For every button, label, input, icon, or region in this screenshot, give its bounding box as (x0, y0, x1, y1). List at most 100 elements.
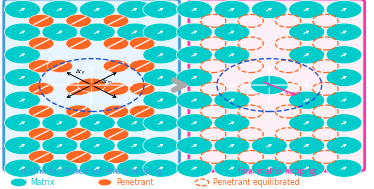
Circle shape (4, 91, 40, 109)
Circle shape (42, 159, 78, 177)
Circle shape (4, 68, 40, 87)
Circle shape (117, 0, 153, 19)
Circle shape (103, 150, 129, 163)
Circle shape (4, 114, 40, 132)
Circle shape (143, 0, 179, 19)
Circle shape (143, 23, 179, 41)
Circle shape (177, 0, 212, 19)
Circle shape (79, 114, 115, 132)
Circle shape (214, 159, 250, 177)
Circle shape (326, 0, 362, 19)
Circle shape (4, 46, 40, 64)
Circle shape (251, 0, 287, 19)
Circle shape (289, 136, 325, 155)
Text: Matrix: Matrix (30, 178, 55, 187)
Circle shape (177, 159, 212, 177)
Circle shape (289, 46, 325, 64)
Circle shape (28, 37, 54, 50)
Circle shape (326, 159, 362, 177)
Circle shape (28, 14, 54, 27)
Circle shape (143, 159, 179, 177)
Circle shape (79, 136, 115, 155)
Circle shape (214, 0, 250, 19)
Circle shape (4, 23, 40, 41)
Text: $\Delta r_{m,total}$: $\Delta r_{m,total}$ (284, 90, 303, 97)
Circle shape (66, 150, 91, 163)
Circle shape (4, 136, 40, 155)
Circle shape (177, 46, 212, 64)
Circle shape (251, 159, 287, 177)
Circle shape (289, 0, 325, 19)
FancyBboxPatch shape (4, 0, 180, 171)
Circle shape (28, 105, 54, 118)
Text: Penetrant: Penetrant (116, 178, 154, 187)
Circle shape (4, 159, 40, 177)
Circle shape (251, 76, 288, 94)
Circle shape (4, 0, 40, 19)
Circle shape (177, 68, 212, 87)
Circle shape (326, 136, 362, 155)
Circle shape (79, 159, 115, 177)
Circle shape (326, 91, 362, 109)
Circle shape (143, 114, 179, 132)
Circle shape (42, 136, 78, 155)
Circle shape (214, 136, 250, 155)
Circle shape (143, 46, 179, 64)
Circle shape (289, 91, 325, 109)
Circle shape (289, 114, 325, 132)
Circle shape (214, 46, 250, 64)
Circle shape (214, 91, 250, 109)
Circle shape (129, 37, 155, 50)
Circle shape (103, 37, 129, 50)
Circle shape (326, 68, 362, 87)
Circle shape (66, 128, 91, 141)
Circle shape (117, 114, 153, 132)
Circle shape (28, 60, 54, 73)
Circle shape (42, 114, 78, 132)
Circle shape (177, 91, 212, 109)
Circle shape (103, 82, 129, 95)
Circle shape (129, 82, 155, 95)
Circle shape (326, 23, 362, 41)
Circle shape (177, 136, 212, 155)
Circle shape (78, 78, 105, 92)
Circle shape (143, 91, 179, 109)
Circle shape (66, 105, 91, 118)
Circle shape (28, 150, 54, 163)
Circle shape (326, 46, 362, 64)
Circle shape (42, 23, 78, 41)
Circle shape (66, 82, 91, 95)
Circle shape (129, 60, 155, 73)
Circle shape (10, 178, 27, 187)
Circle shape (103, 14, 129, 27)
Circle shape (103, 60, 129, 73)
Circle shape (214, 23, 250, 41)
Circle shape (66, 37, 91, 50)
Circle shape (117, 159, 153, 177)
Text: $\Delta r_m$: $\Delta r_m$ (101, 77, 112, 86)
Circle shape (129, 105, 155, 118)
Circle shape (103, 105, 129, 118)
Text: Penetrant equilibrated: Penetrant equilibrated (213, 178, 300, 187)
Circle shape (79, 0, 115, 19)
Circle shape (28, 82, 54, 95)
Circle shape (47, 60, 73, 73)
Circle shape (251, 136, 287, 155)
Text: final matrix hopping: final matrix hopping (238, 167, 316, 176)
Circle shape (289, 159, 325, 177)
Circle shape (117, 23, 153, 41)
Circle shape (28, 128, 54, 141)
Circle shape (117, 136, 153, 155)
Circle shape (103, 128, 129, 141)
Circle shape (66, 14, 91, 27)
Text: matrix-facilitated penetrant hopping: matrix-facilitated penetrant hopping (21, 167, 162, 176)
Circle shape (326, 114, 362, 132)
FancyBboxPatch shape (189, 0, 365, 171)
Circle shape (143, 136, 179, 155)
Circle shape (79, 23, 115, 41)
Circle shape (177, 114, 212, 132)
Circle shape (177, 23, 212, 41)
Circle shape (289, 23, 325, 41)
Circle shape (98, 179, 111, 186)
Circle shape (143, 68, 179, 87)
